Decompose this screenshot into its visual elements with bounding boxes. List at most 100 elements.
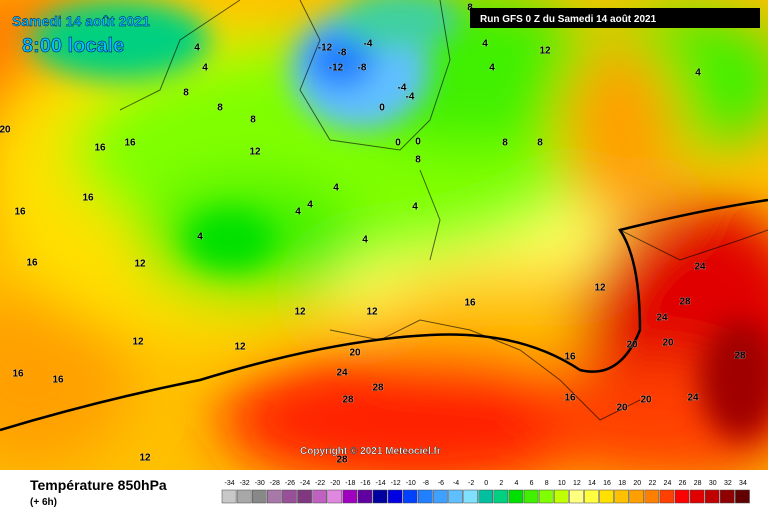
legend-swatch	[433, 489, 448, 504]
contour-label: -4	[406, 92, 415, 103]
legend-swatch	[553, 489, 569, 504]
contour-label: 8	[217, 103, 223, 114]
legend-tick-label: -34	[224, 480, 234, 487]
legend-swatch	[720, 489, 735, 504]
legend-swatch	[508, 489, 524, 504]
legend-tick-label: 22	[648, 480, 656, 487]
contour-label: 12	[139, 453, 151, 464]
legend-swatch	[372, 489, 388, 504]
legend-tick-label: -4	[453, 480, 459, 487]
contour-label: 12	[134, 259, 146, 270]
legend-swatch	[644, 489, 660, 504]
contour-label: 28	[679, 297, 691, 308]
contour-label: -8	[358, 63, 367, 74]
legend-tick-label: -14	[375, 480, 385, 487]
legend-tick-label: 32	[724, 480, 732, 487]
legend-swatch	[584, 489, 599, 504]
legend-swatch	[297, 489, 312, 504]
contour-label: 0	[415, 137, 421, 148]
legend-tick-label: -8	[423, 480, 429, 487]
contour-label: 16	[564, 393, 576, 404]
run-box	[470, 8, 760, 28]
legend-swatch	[629, 489, 645, 504]
contour-label: 8	[250, 115, 256, 126]
contour-label: 12	[249, 147, 261, 158]
legend-swatch	[689, 489, 705, 504]
legend-swatch	[478, 489, 494, 504]
legend-swatch	[599, 489, 614, 504]
contour-label: 28	[336, 455, 348, 466]
legend-tick-label: -2	[468, 480, 474, 487]
legend-tick-label: 18	[618, 480, 626, 487]
legend-tick-label: -22	[315, 480, 325, 487]
contour-label: 12	[594, 283, 606, 294]
contour-label: 8	[415, 155, 421, 166]
contour-label: 16	[26, 258, 38, 269]
legend-swatch	[251, 489, 267, 504]
legend-swatch	[674, 489, 690, 504]
contour-label: 16	[564, 352, 576, 363]
contour-label: 8	[183, 88, 189, 99]
legend-tick-label: -12	[391, 480, 401, 487]
legend-swatch	[704, 489, 720, 504]
legend-tick-label: 6	[530, 480, 534, 487]
contour-label: -4	[398, 83, 407, 94]
contour-label: 4	[695, 68, 701, 79]
contour-label: 0	[395, 138, 401, 149]
map-field	[0, 0, 768, 490]
copyright: Copyright © 2021 Meteociel.fr	[300, 446, 441, 457]
footer-title: Température 850hPa	[30, 477, 167, 493]
legend-swatch	[448, 489, 463, 504]
legend-swatch	[327, 489, 343, 504]
contour-label: 4	[489, 63, 495, 74]
map-time: 8:00 locale	[22, 35, 124, 57]
legend-tick-label: 4	[514, 480, 518, 487]
run-label: Run GFS 0 Z du Samedi 14 août 2021	[480, 14, 657, 25]
contour-label: 4	[202, 63, 208, 74]
legend-swatch	[735, 489, 750, 504]
contour-label: 24	[687, 393, 699, 404]
legend-swatch	[357, 489, 373, 504]
contour-label: 12	[132, 337, 144, 348]
legend-tick-label: -24	[300, 480, 310, 487]
contour-label: 16	[12, 369, 24, 380]
contour-label: 20	[662, 338, 674, 349]
legend-swatch	[402, 489, 418, 504]
contour-label: 20	[616, 403, 628, 414]
contour-label: 16	[14, 207, 26, 218]
contour-label: 16	[82, 193, 94, 204]
legend-tick-label: 16	[603, 480, 611, 487]
contour-label: 24	[694, 262, 706, 273]
legend-tick-label: -16	[360, 480, 370, 487]
legend-swatch	[493, 489, 509, 504]
contour-label: 16	[94, 143, 106, 154]
contour-label: 4	[362, 235, 368, 246]
legend-tick-label: 14	[588, 480, 596, 487]
legend-swatch	[236, 489, 252, 504]
footer-step: (+ 6h)	[30, 497, 57, 508]
legend-tick-label: -6	[438, 480, 444, 487]
contour-label: 28	[342, 395, 354, 406]
legend-tick-label: -28	[270, 480, 280, 487]
contour-label: 12	[366, 307, 378, 318]
legend-swatch	[523, 489, 539, 504]
contour-label: 8	[537, 138, 543, 149]
contour-label: 20	[0, 125, 11, 136]
contour-label: 16	[124, 138, 136, 149]
contour-label: 20	[626, 340, 638, 351]
legend-tick-label: 0	[484, 480, 488, 487]
legend-swatch	[342, 489, 358, 504]
contour-label: 4	[412, 202, 418, 213]
legend-tick-label: 8	[545, 480, 549, 487]
contour-label: 8	[502, 138, 508, 149]
legend-tick-label: 30	[709, 480, 717, 487]
legend-tick-label: -20	[330, 480, 340, 487]
contour-label: -8	[338, 48, 347, 59]
contour-label: 20	[640, 395, 652, 406]
legend-tick-label: -30	[255, 480, 265, 487]
legend-swatch	[614, 489, 629, 504]
legend-swatch	[418, 489, 433, 504]
contour-label: 12	[294, 307, 306, 318]
legend-swatch	[569, 489, 584, 504]
